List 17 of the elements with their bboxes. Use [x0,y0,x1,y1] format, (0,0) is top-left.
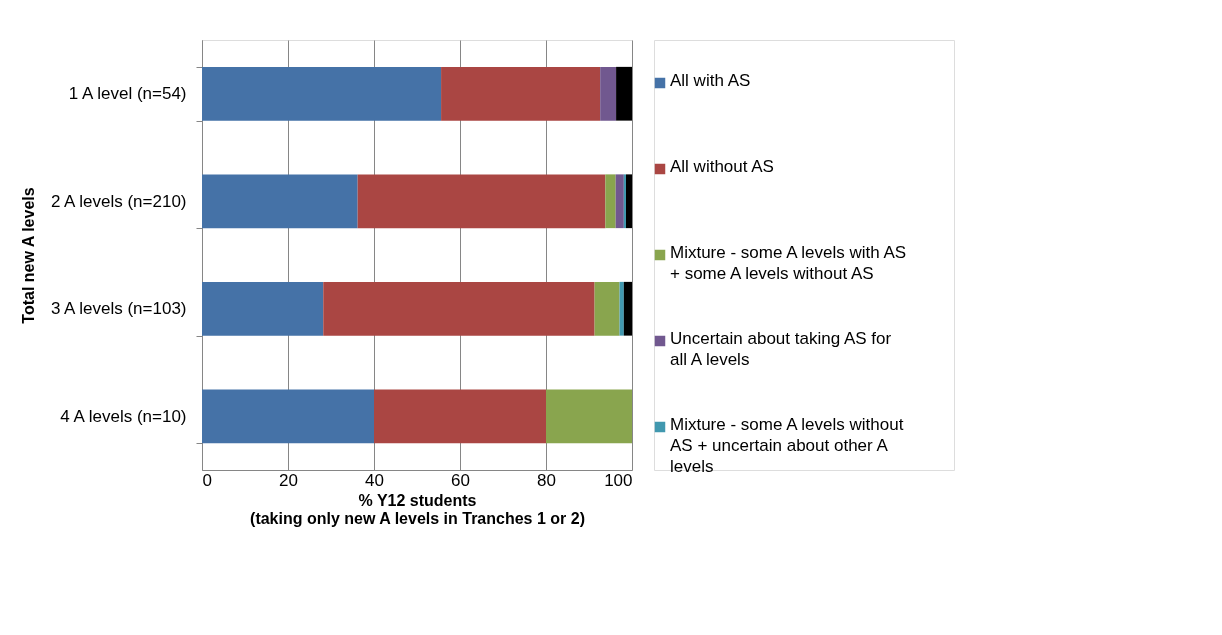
y-tick-label: 4 A levels (n=10) [60,406,187,426]
x-tick-label: 100 [604,470,633,490]
x-tick-label: 40 [365,470,384,490]
legend-label: Uncertain about taking AS for all A levels [670,329,892,369]
y-tick-label: 1 A level (n=54) [68,84,187,104]
x-axis-title: % Y12 students (taking only new A levels in Tranches 1 or 2) [250,491,585,527]
x-tick-label: 20 [279,470,298,490]
legend-label: Mixture - some A levels with AS + some A levels without AS [670,243,907,283]
legend-label: Mixture - some A levels without AS + uncertain about other A levels [670,415,904,476]
x-tick-label: 80 [537,470,556,490]
legend-label: All with AS [670,71,751,90]
x-tick-label: 60 [451,470,470,490]
y-axis-title: Total new A levels [20,187,38,324]
y-tick-label: 2 A levels (n=210) [50,191,187,211]
x-tick-label: 0 [202,470,212,490]
y-tick-label: 3 A levels (n=103) [50,299,187,319]
legend-label: All without AS [670,157,774,176]
